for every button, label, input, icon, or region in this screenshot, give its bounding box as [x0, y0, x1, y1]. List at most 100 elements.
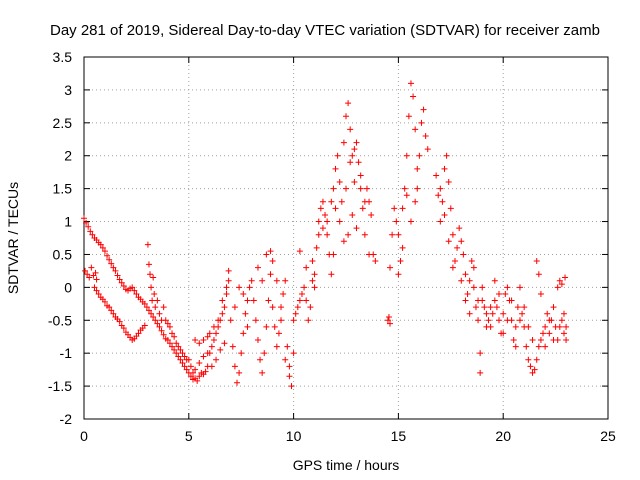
data-point [185, 356, 192, 363]
data-point [485, 317, 492, 324]
data-point [317, 205, 324, 212]
data-point [236, 284, 243, 291]
data-point [177, 346, 184, 353]
data-point [85, 223, 92, 230]
data-point [338, 198, 345, 205]
data-point [196, 340, 203, 347]
data-point [558, 317, 565, 324]
data-point [179, 360, 186, 367]
data-point [512, 343, 519, 350]
data-point [424, 146, 431, 153]
data-point [141, 322, 148, 329]
data-point [322, 211, 329, 218]
data-point [525, 356, 532, 363]
data-point [296, 297, 303, 304]
data-point [456, 225, 463, 232]
data-point [550, 304, 557, 311]
data-point [363, 185, 370, 192]
data-point [500, 330, 507, 337]
data-point [252, 317, 259, 324]
data-point [401, 185, 408, 192]
data-point [533, 356, 540, 363]
y-tick-label: 1 [64, 214, 72, 230]
data-point [114, 272, 121, 279]
data-point [324, 231, 331, 238]
data-point [160, 304, 167, 311]
data-point [313, 244, 320, 251]
data-point [91, 284, 98, 291]
data-point [156, 310, 163, 317]
data-point [479, 284, 486, 291]
data-point [148, 284, 155, 291]
data-point [504, 284, 511, 291]
data-point [361, 198, 368, 205]
x-tick-label: 10 [286, 428, 302, 444]
data-point [192, 337, 199, 344]
y-tick-label: 3.5 [53, 49, 73, 65]
data-point [89, 231, 96, 238]
data-point [200, 353, 207, 360]
data-point [169, 330, 176, 337]
data-point [263, 323, 270, 330]
data-point [560, 330, 567, 337]
data-point [399, 244, 406, 251]
data-point [87, 228, 94, 235]
data-point [468, 258, 475, 265]
data-point [244, 297, 251, 304]
chart-title: Day 281 of 2019, Sidereal Day-to-day VTE… [50, 22, 600, 39]
data-point [278, 317, 285, 324]
data-point [516, 317, 523, 324]
grid [84, 57, 608, 419]
data-point [164, 337, 171, 344]
data-point [108, 307, 115, 314]
data-point [412, 198, 419, 205]
data-point [349, 152, 356, 159]
data-point [355, 159, 362, 166]
y-tick-label: 2 [64, 148, 72, 164]
data-point [328, 198, 335, 205]
data-point [200, 337, 207, 344]
data-point [361, 231, 368, 238]
data-point [171, 333, 178, 340]
data-point [311, 271, 318, 278]
data-point [173, 340, 180, 347]
data-point [307, 304, 314, 311]
data-point [357, 185, 364, 192]
data-point [152, 317, 159, 324]
data-point [433, 172, 440, 179]
data-point [328, 271, 335, 278]
data-point [385, 313, 392, 320]
data-point [479, 297, 486, 304]
data-point [160, 331, 167, 338]
data-point [470, 264, 477, 271]
data-point [288, 383, 295, 390]
data-point [86, 274, 93, 281]
data-point [149, 297, 156, 304]
data-point [215, 317, 222, 324]
data-point [542, 343, 549, 350]
data-point [301, 284, 308, 291]
data-point [219, 310, 226, 317]
data-point [294, 304, 301, 311]
data-point [154, 320, 161, 327]
data-point [336, 218, 343, 225]
data-point [332, 165, 339, 172]
data-point [330, 251, 337, 258]
data-point [441, 211, 448, 218]
data-point [554, 284, 561, 291]
data-point [187, 373, 194, 380]
data-point [343, 113, 349, 120]
data-point [556, 323, 563, 330]
data-point [491, 297, 498, 304]
y-tick-label: 2.5 [53, 115, 73, 131]
data-point [206, 350, 213, 357]
data-point [248, 277, 255, 284]
data-point [558, 281, 565, 288]
data-point [403, 192, 410, 199]
data-point [397, 258, 404, 265]
data-point [120, 325, 127, 332]
data-point [286, 373, 293, 380]
data-point [101, 298, 108, 305]
data-point [319, 198, 326, 205]
